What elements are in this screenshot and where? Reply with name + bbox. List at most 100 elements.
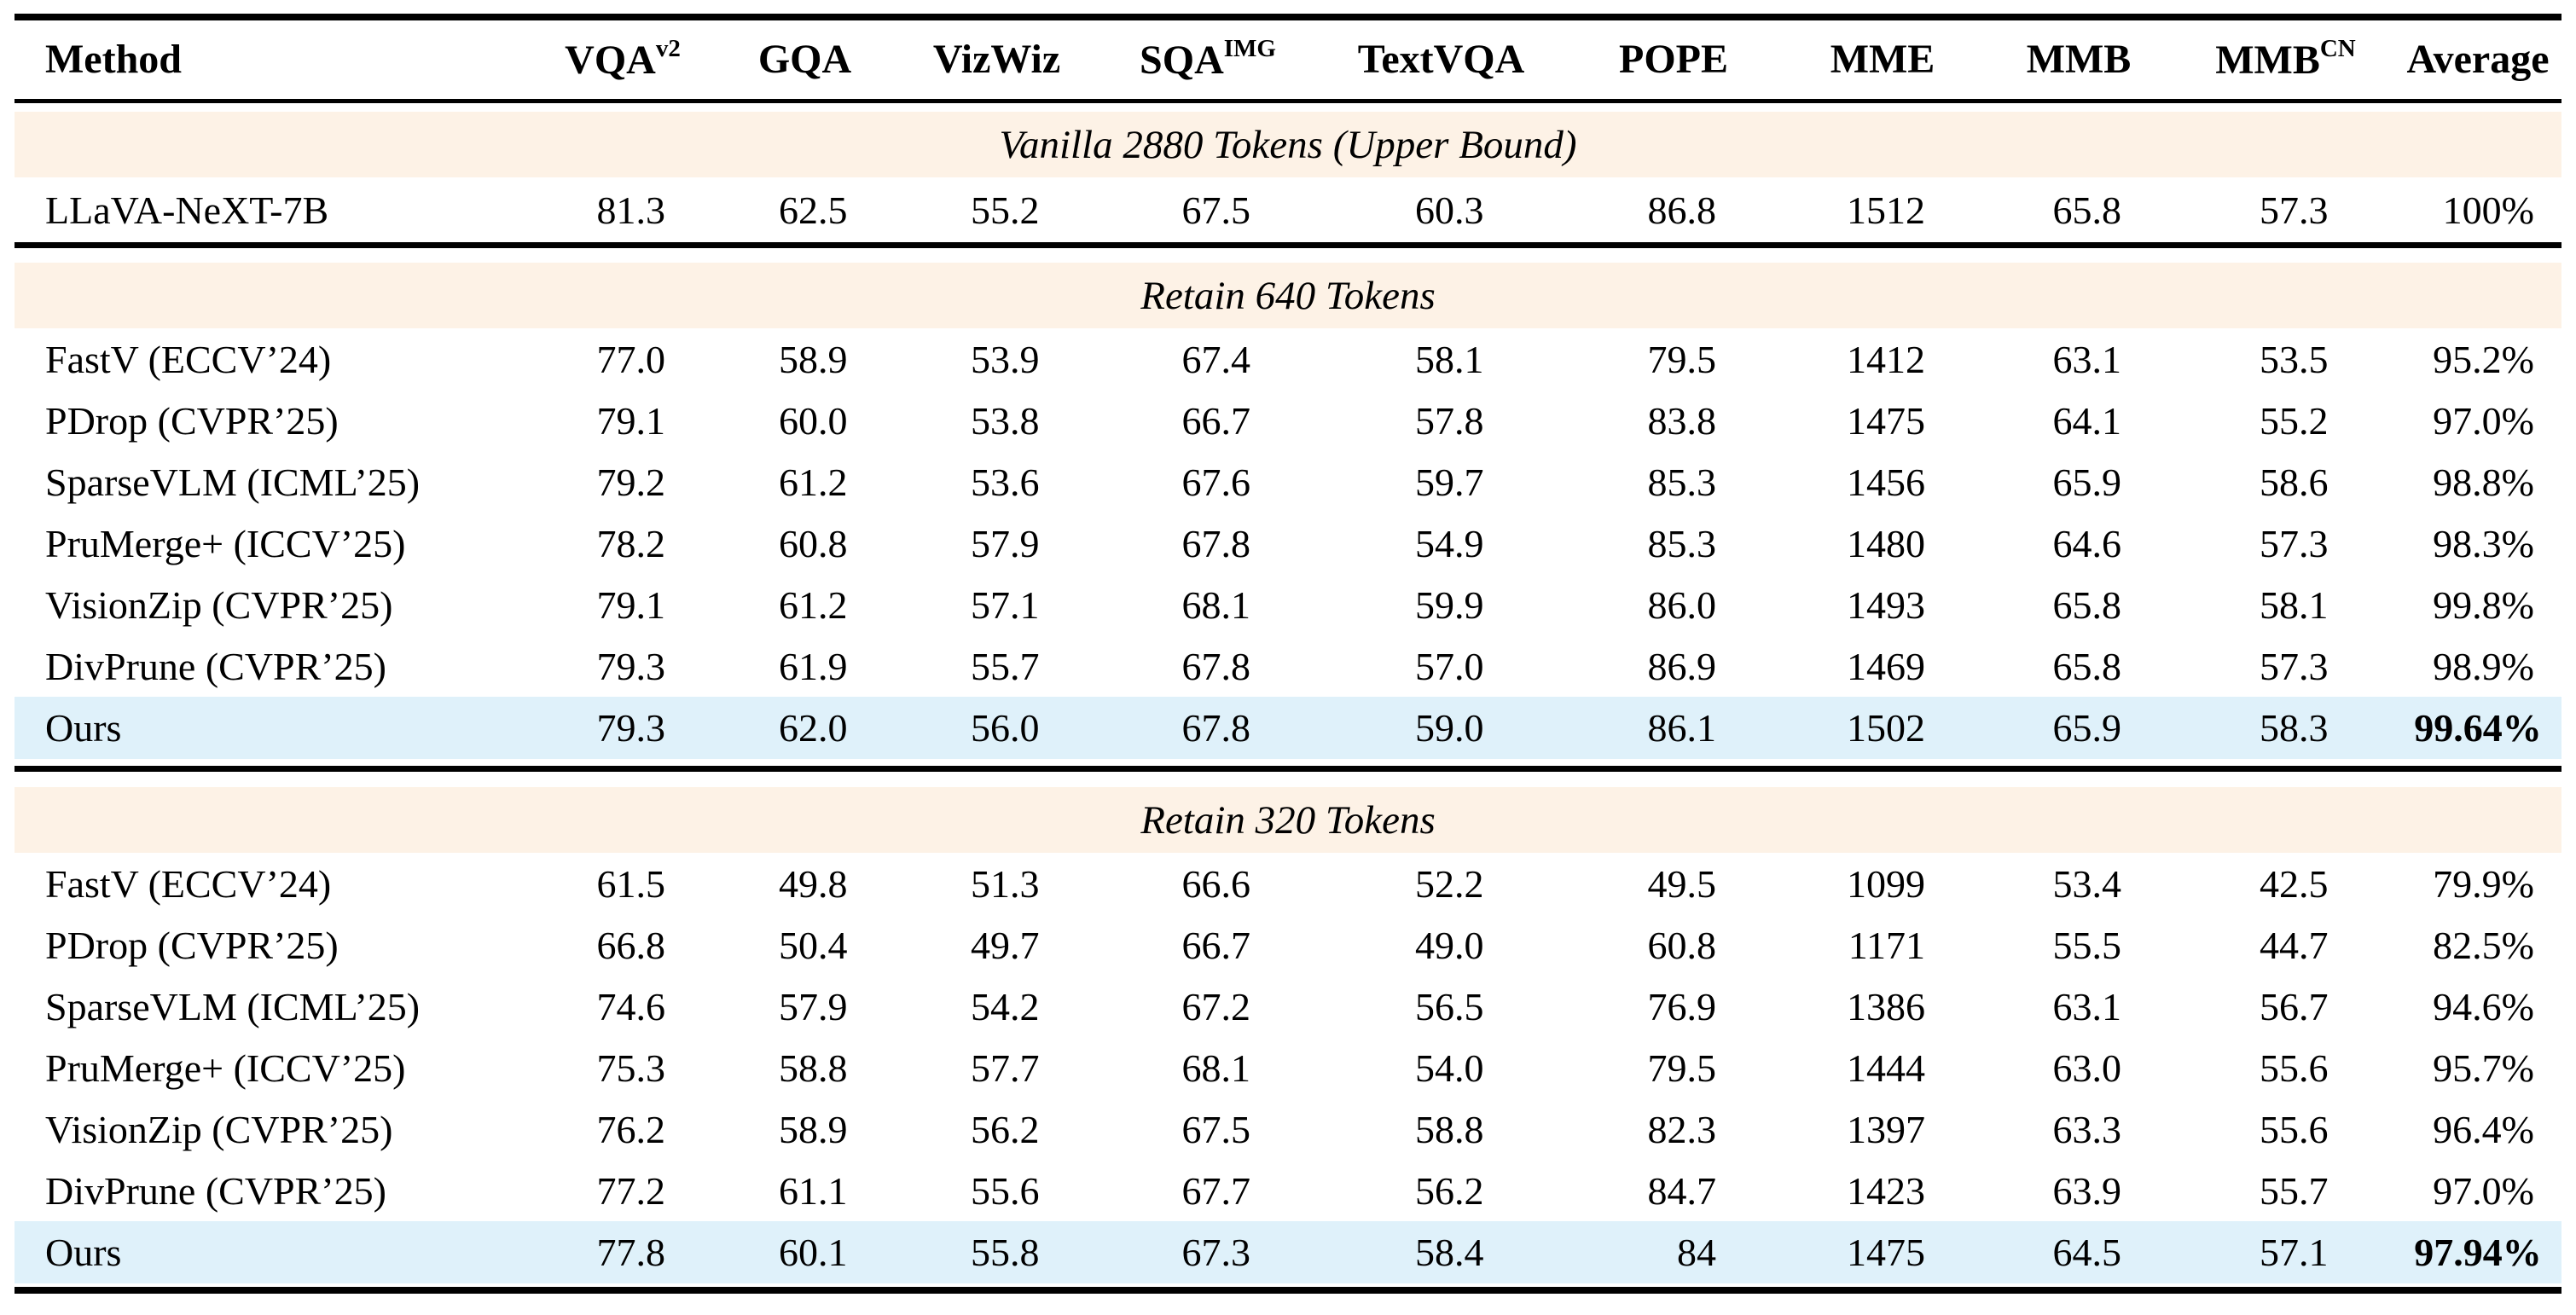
score-value: 61.2 bbox=[779, 460, 848, 504]
score-value: 57.7 bbox=[971, 1046, 1040, 1090]
score-cell: 61.2 bbox=[712, 574, 897, 635]
score-value: 98.9% bbox=[2433, 644, 2534, 688]
score-cell: 63.9 bbox=[1981, 1160, 2177, 1221]
score-cell: 67.8 bbox=[1096, 513, 1320, 574]
score-value: 97.94% bbox=[2414, 1231, 2542, 1274]
col-header-textvqa: TextVQA bbox=[1320, 17, 1563, 101]
score-value: 76.9 bbox=[1647, 984, 1717, 1028]
method-cell: FastV (ECCV’24) bbox=[45, 337, 332, 381]
score-cell: 86.1 bbox=[1563, 697, 1784, 759]
score-cell: 67.5 bbox=[1096, 177, 1320, 242]
section-header-row: Vanilla 2880 Tokens (Upper Bound) bbox=[15, 112, 2561, 177]
score-cell: 57.8 bbox=[1320, 390, 1563, 451]
score-value: 58.8 bbox=[779, 1046, 848, 1090]
score-value: 58.8 bbox=[1415, 1107, 1484, 1151]
score-cell: 55.7 bbox=[897, 635, 1096, 697]
score-cell: 79.5 bbox=[1563, 1037, 1784, 1098]
score-cell: 53.4 bbox=[1981, 853, 2177, 914]
score-cell: 58.3 bbox=[2177, 697, 2394, 759]
spacer-row bbox=[15, 772, 2561, 787]
score-value: 66.7 bbox=[1181, 923, 1251, 967]
score-value: 99.8% bbox=[2433, 582, 2534, 627]
table-row: PDrop (CVPR’25) 79.1 60.0 53.8 66.7 57.8 83.8 1… bbox=[15, 390, 2561, 451]
score-cell: 98.9% bbox=[2394, 635, 2561, 697]
score-value: 81.3 bbox=[596, 188, 666, 232]
spacer-row bbox=[15, 759, 2561, 766]
score-value: 44.7 bbox=[2260, 923, 2329, 967]
score-value: 67.8 bbox=[1181, 644, 1251, 688]
score-cell: 99.8% bbox=[2394, 574, 2561, 635]
section-header-row: Retain 640 Tokens bbox=[15, 263, 2561, 328]
score-value: 60.1 bbox=[779, 1231, 848, 1274]
score-value: 1512 bbox=[1847, 188, 1925, 232]
score-cell: 79.9% bbox=[2394, 853, 2561, 914]
score-value: 84.7 bbox=[1647, 1168, 1717, 1213]
score-value: 57.3 bbox=[2260, 521, 2329, 565]
score-cell: 57.3 bbox=[2177, 513, 2394, 574]
score-cell: 60.3 bbox=[1320, 177, 1563, 242]
section-title: Retain 640 Tokens bbox=[15, 263, 2561, 328]
score-cell: 55.8 bbox=[897, 1221, 1096, 1283]
score-cell: 82.5% bbox=[2394, 914, 2561, 976]
method-cell: DivPrune (CVPR’25) bbox=[45, 1168, 386, 1213]
score-cell: 98.3% bbox=[2394, 513, 2561, 574]
score-value: 67.7 bbox=[1181, 1168, 1251, 1213]
score-cell: 98.8% bbox=[2394, 451, 2561, 513]
score-cell: 66.7 bbox=[1096, 390, 1320, 451]
score-cell: 66.6 bbox=[1096, 853, 1320, 914]
score-value: 59.9 bbox=[1415, 582, 1484, 627]
score-value: 57.3 bbox=[2260, 644, 2329, 688]
score-cell: 1099 bbox=[1784, 853, 1981, 914]
score-cell: 1502 bbox=[1784, 697, 1981, 759]
score-value: 65.8 bbox=[2052, 188, 2122, 232]
col-header-vizwiz: VizWiz bbox=[897, 17, 1096, 101]
score-cell: 81.3 bbox=[533, 177, 712, 242]
score-value: 95.7% bbox=[2433, 1046, 2534, 1090]
col-header-label: VizWiz bbox=[932, 37, 1061, 83]
score-cell: 49.8 bbox=[712, 853, 897, 914]
score-cell: 65.8 bbox=[1981, 574, 2177, 635]
score-value: 82.5% bbox=[2433, 923, 2534, 967]
col-header-superscript: IMG bbox=[1223, 35, 1276, 63]
score-value: 94.6% bbox=[2433, 984, 2534, 1028]
score-value: 1397 bbox=[1847, 1107, 1925, 1151]
score-cell: 65.9 bbox=[1981, 451, 2177, 513]
score-cell: 85.3 bbox=[1563, 513, 1784, 574]
score-value: 56.0 bbox=[971, 706, 1040, 750]
score-value: 64.1 bbox=[2052, 398, 2122, 443]
score-cell: 49.7 bbox=[897, 914, 1096, 976]
method-cell: FastV (ECCV’24) bbox=[45, 861, 332, 906]
score-cell: 55.2 bbox=[2177, 390, 2394, 451]
score-cell: 63.1 bbox=[1981, 976, 2177, 1037]
col-header-method: Method bbox=[15, 17, 533, 101]
score-cell: 97.94% bbox=[2394, 1221, 2561, 1283]
col-header-mmb: MMB bbox=[1981, 17, 2177, 101]
score-cell: 57.7 bbox=[897, 1037, 1096, 1098]
score-value: 53.8 bbox=[971, 398, 1040, 443]
score-value: 50.4 bbox=[779, 923, 848, 967]
score-cell: 1475 bbox=[1784, 390, 1981, 451]
score-cell: 51.3 bbox=[897, 853, 1096, 914]
score-cell: 67.3 bbox=[1096, 1221, 1320, 1283]
score-value: 1444 bbox=[1847, 1046, 1925, 1090]
score-value: 58.9 bbox=[779, 1107, 848, 1151]
score-cell: 49.0 bbox=[1320, 914, 1563, 976]
score-cell: 58.8 bbox=[1320, 1098, 1563, 1160]
score-cell: 95.2% bbox=[2394, 328, 2561, 390]
score-value: 49.7 bbox=[971, 923, 1040, 967]
score-cell: 61.2 bbox=[712, 451, 897, 513]
score-cell: 74.6 bbox=[533, 976, 712, 1037]
score-value: 67.4 bbox=[1181, 337, 1251, 381]
score-cell: 1423 bbox=[1784, 1160, 1981, 1221]
score-value: 57.1 bbox=[2260, 1231, 2329, 1274]
score-value: 61.9 bbox=[779, 644, 848, 688]
score-value: 55.6 bbox=[971, 1168, 1040, 1213]
score-value: 75.3 bbox=[596, 1046, 666, 1090]
col-header-label: GQA bbox=[757, 37, 852, 83]
score-value: 1480 bbox=[1847, 521, 1925, 565]
score-value: 57.9 bbox=[779, 984, 848, 1028]
method-cell: PDrop (CVPR’25) bbox=[45, 398, 339, 443]
score-value: 67.6 bbox=[1181, 460, 1251, 504]
score-value: 57.8 bbox=[1415, 398, 1484, 443]
table-row: PruMerge+ (ICCV’25) 75.3 58.8 57.7 68.1 54.0 7… bbox=[15, 1037, 2561, 1098]
